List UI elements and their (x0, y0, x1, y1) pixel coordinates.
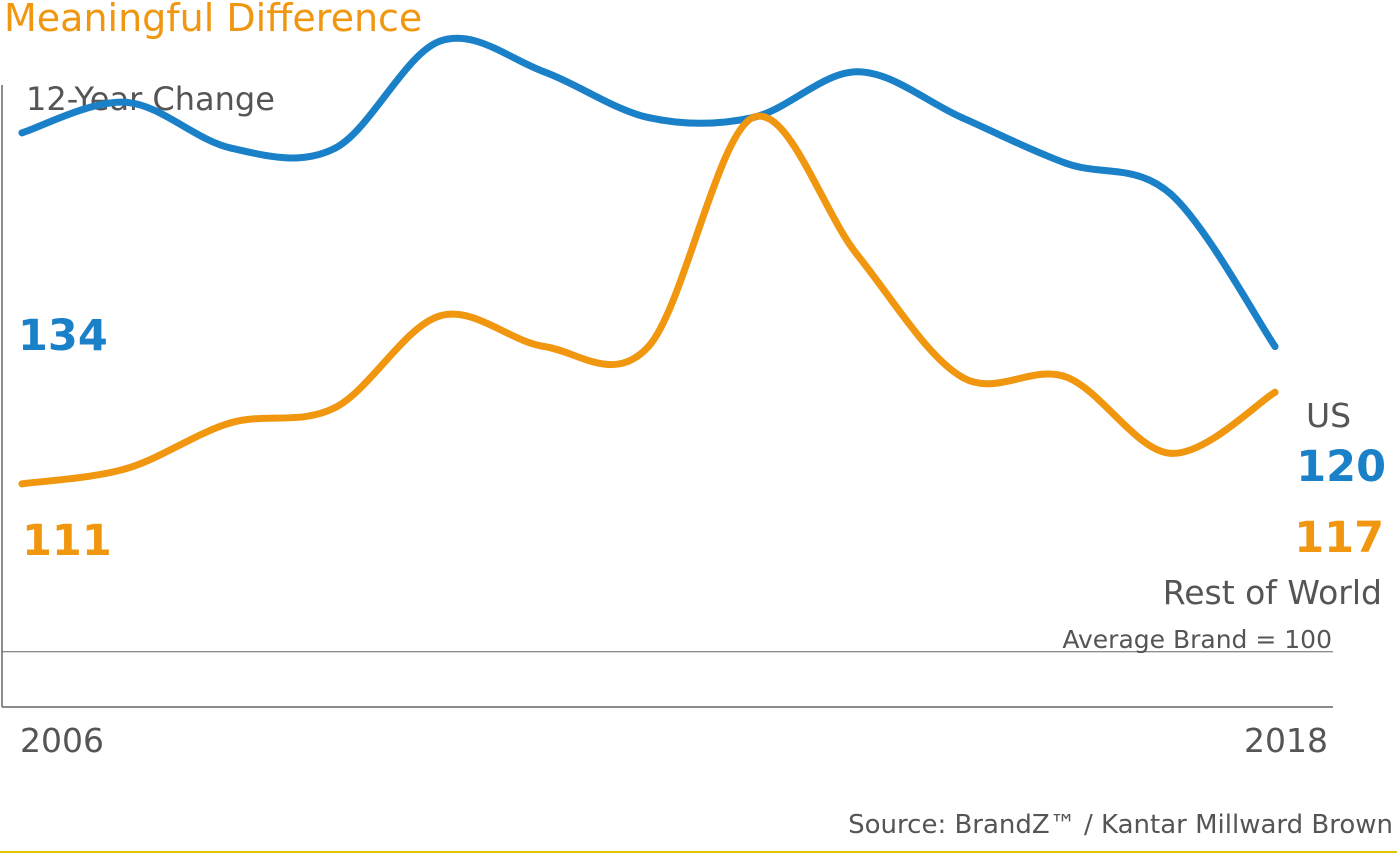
us-point-2011 (540, 68, 548, 76)
rest-of-world-point-2017 (1167, 449, 1175, 457)
rest-of-world-legend-label: Rest of World (1163, 573, 1382, 612)
us-legend-label: US (1306, 396, 1351, 435)
x-tick-label-end: 2018 (1244, 721, 1328, 760)
us-point-2010 (436, 37, 444, 45)
rest-of-world-point-2014 (853, 251, 861, 259)
us-point-2012 (645, 114, 652, 122)
rest-of-world-point-2010 (436, 312, 444, 320)
rest-of-world-point-2018 (1271, 388, 1279, 396)
rest-of-world-point-2011 (540, 342, 548, 350)
us-point-2006 (18, 129, 26, 137)
chart-title: Meaningful Difference (4, 0, 422, 40)
us-point-2009 (331, 144, 339, 152)
rest-of-world-point-2015 (958, 373, 966, 381)
rest-of-world-point-2007 (122, 465, 130, 473)
data-points (18, 37, 1279, 488)
rest-of-world-point-2006 (18, 480, 26, 488)
rest-of-world-point-2009 (331, 404, 339, 412)
us-start-value-label: 134 (18, 311, 108, 361)
us-point-2017 (1167, 190, 1175, 198)
x-tick-label-start: 2006 (20, 721, 104, 760)
baseline-label: Average Brand = 100 (1062, 625, 1332, 654)
us-point-2018 (1271, 342, 1279, 350)
us-point-2015 (958, 114, 966, 122)
rest-of-world-point-2016 (1062, 373, 1070, 381)
rest-of-world-end-value-label: 117 (1294, 513, 1384, 563)
rest-of-world-point-2008 (227, 419, 235, 427)
us-point-2007 (122, 98, 130, 106)
rest-of-world-start-value-label: 111 (22, 516, 112, 566)
us-point-2008 (227, 144, 235, 152)
us-point-2016 (1062, 159, 1070, 167)
us-end-value-label: 120 (1296, 442, 1386, 492)
rest-of-world-point-2013 (749, 114, 757, 122)
us-point-2014 (853, 68, 861, 76)
rest-of-world-point-2012 (645, 342, 652, 350)
source-note: Source: BrandZ™ / Kantar Millward Brown (848, 810, 1393, 840)
